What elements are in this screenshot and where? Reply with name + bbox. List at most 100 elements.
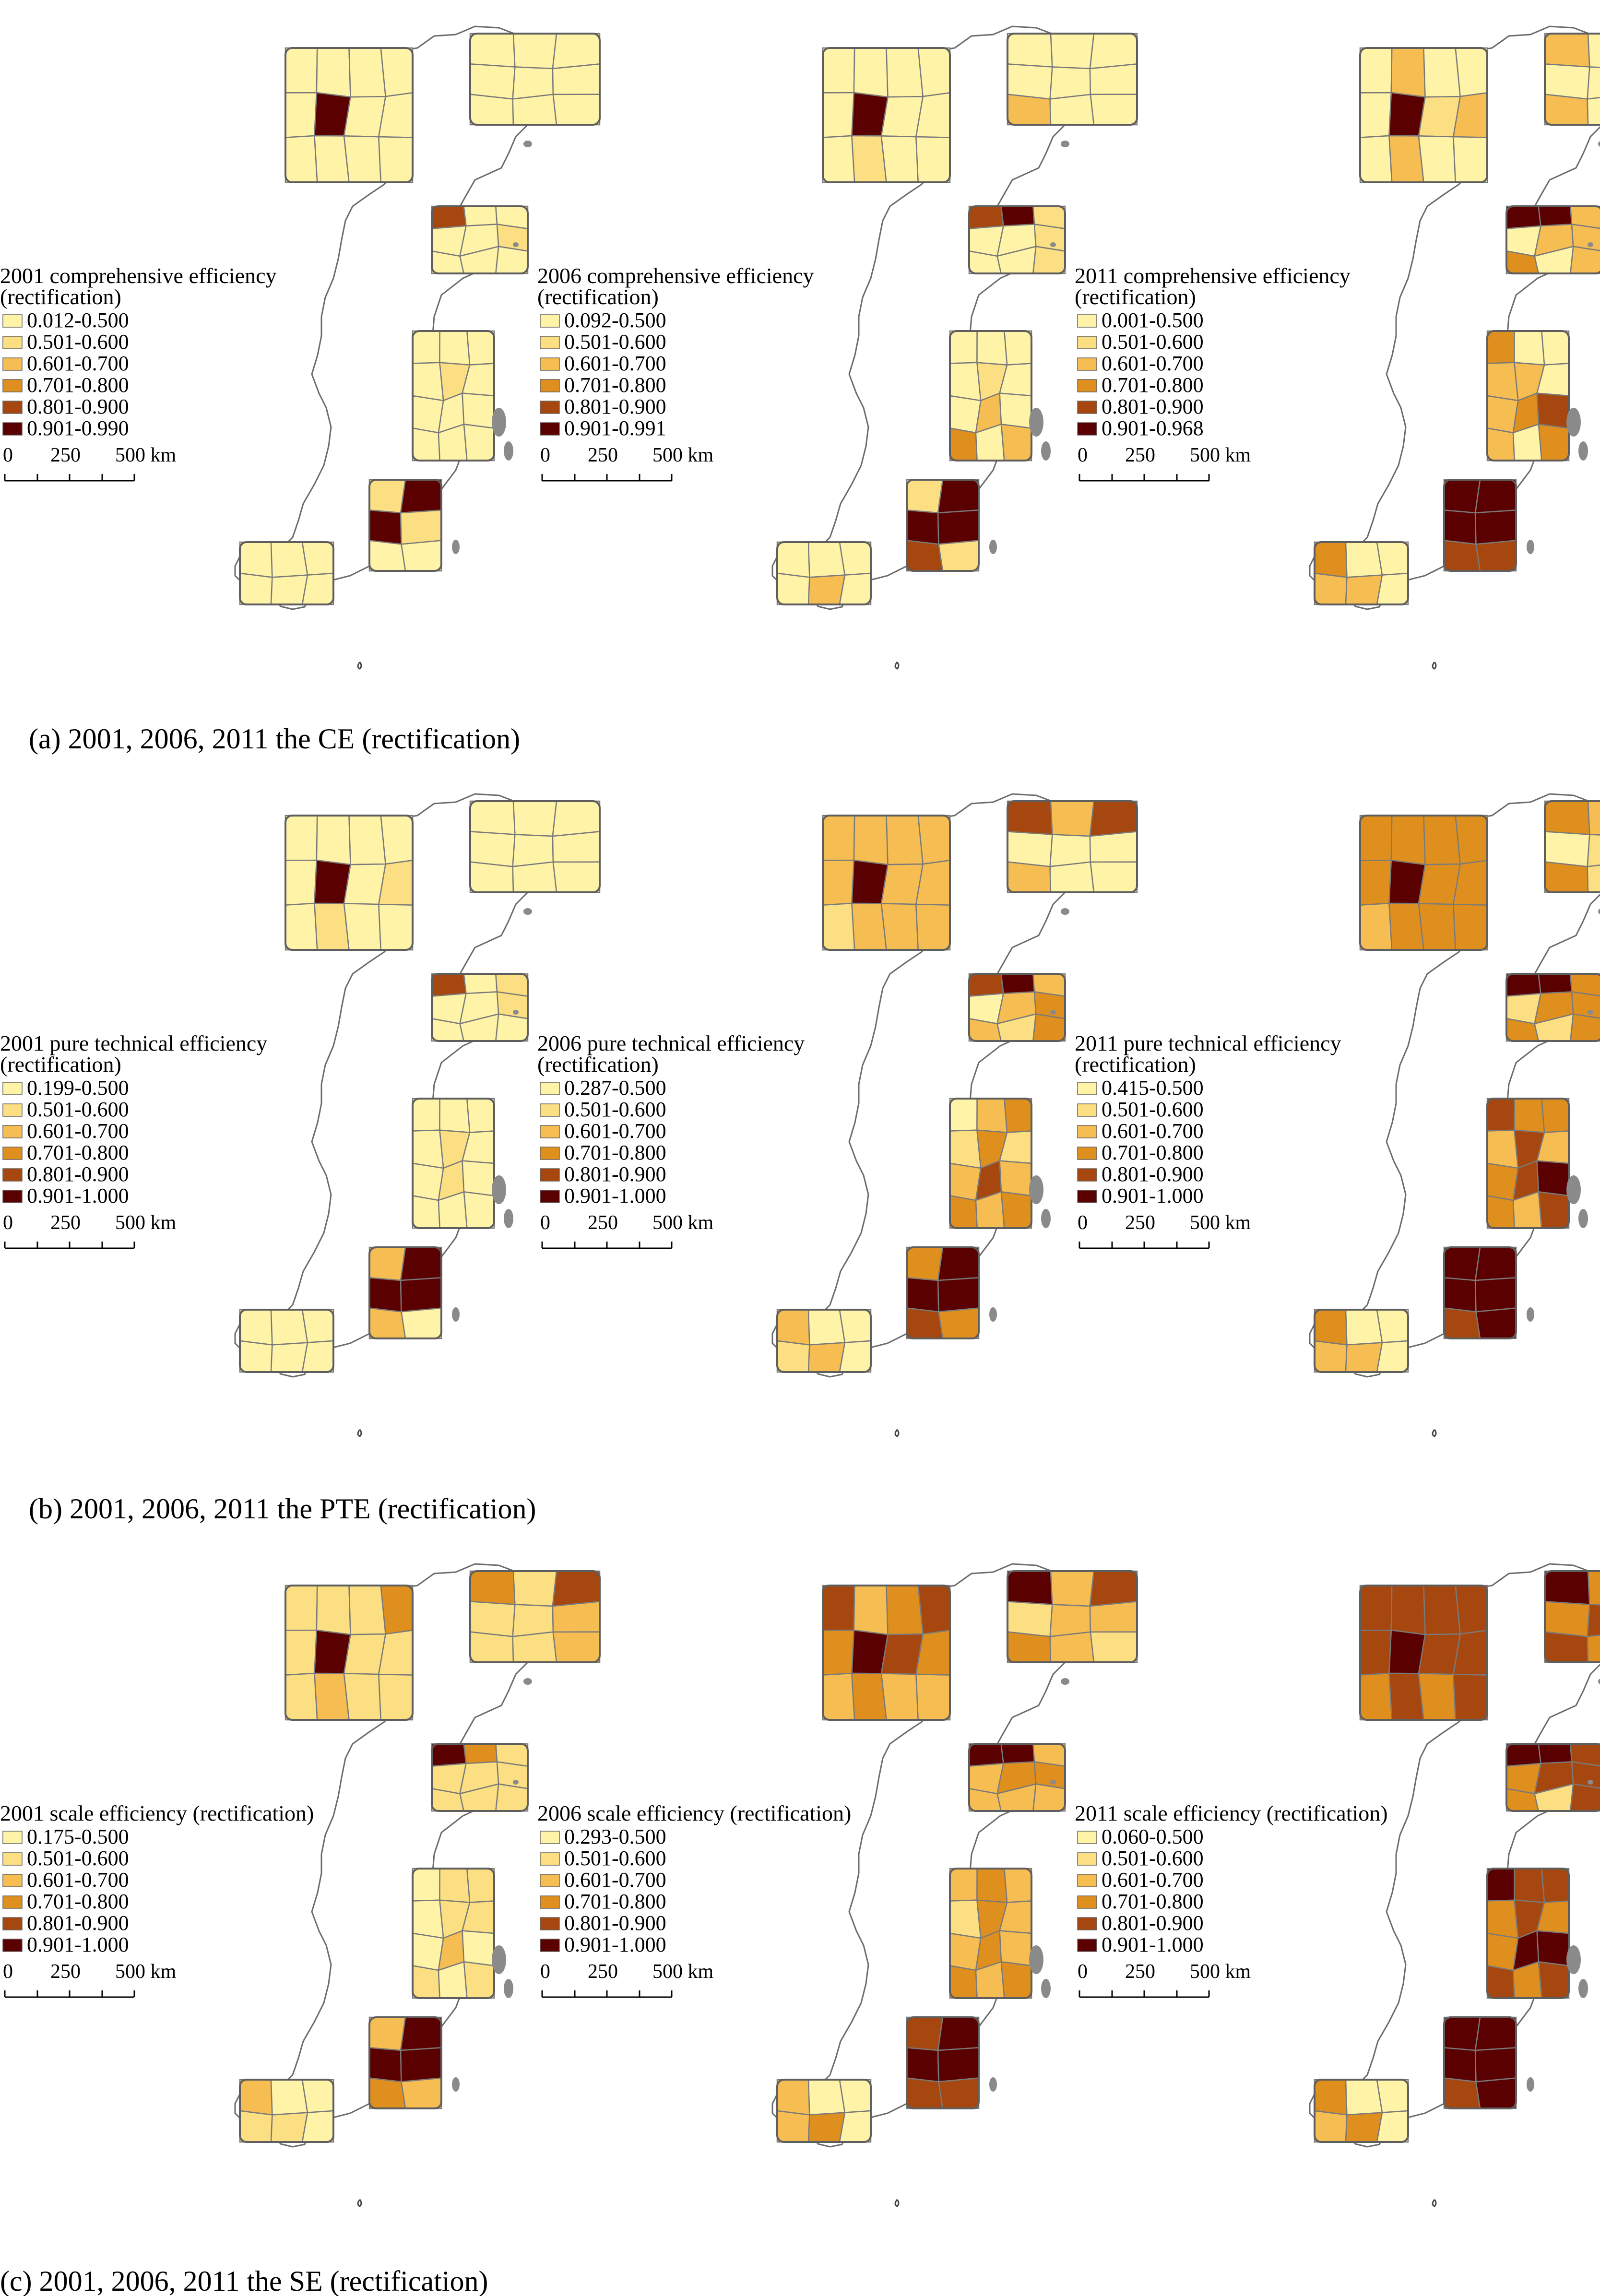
region-liaoning <box>1090 1631 1138 1663</box>
region-north <box>1455 47 1488 97</box>
island-shape <box>1566 1945 1581 1974</box>
region-jiangsu-zhejiang-shanghai <box>439 1868 471 1904</box>
region-jiangsu-zhejiang-shanghai <box>1000 1191 1032 1229</box>
region-north <box>822 47 855 94</box>
region-jiangsu-zhejiang-shanghai <box>463 1961 495 1999</box>
region-jiangsu-zhejiang-shanghai <box>412 1195 440 1229</box>
region-jiangsu-zhejiang-shanghai <box>412 330 440 364</box>
province-boundary <box>1359 815 1488 951</box>
province-boundary <box>1486 330 1570 462</box>
region-north <box>851 135 887 183</box>
region-fujian <box>906 1246 944 1281</box>
scale-label: 500 km <box>115 444 177 466</box>
province-boundary <box>431 205 529 274</box>
province-boundary <box>949 1868 1032 1999</box>
region-shandong <box>431 205 467 230</box>
legend-label: 0.501-0.600 <box>564 1098 666 1121</box>
region-fujian <box>1474 1277 1517 1313</box>
legend-swatch <box>2 379 23 392</box>
region-liaoning <box>1587 97 1600 126</box>
region-guangdong <box>839 1340 872 1373</box>
island-shape <box>492 408 506 437</box>
legend-swatch <box>540 1874 560 1887</box>
region-liaoning <box>1007 63 1053 100</box>
region-jiangsu-zhejiang-shanghai <box>949 1195 978 1229</box>
region-liaoning <box>552 94 601 126</box>
province-boundary <box>469 800 601 893</box>
region-guangdong <box>239 1309 273 1346</box>
region-jiangsu-zhejiang-shanghai <box>949 330 978 364</box>
island-shape <box>1041 1209 1051 1228</box>
province-boundary <box>1505 1743 1600 1812</box>
region-fujian <box>1475 1307 1517 1339</box>
province-boundary <box>1359 1585 1488 1721</box>
region-north <box>343 1673 382 1721</box>
region-shandong <box>1000 205 1035 227</box>
region-liaoning <box>1544 1570 1590 1605</box>
choropleth-map <box>234 25 601 670</box>
region-guangdong <box>1345 2112 1383 2143</box>
island-shape <box>452 1307 460 1322</box>
region-liaoning <box>512 861 557 893</box>
scale-bar: 0 250 500 km <box>1078 1212 1251 1249</box>
legend-label: 0.801-0.900 <box>564 1162 666 1186</box>
province-boundary <box>239 1309 334 1373</box>
legend-swatch <box>540 379 560 392</box>
region-north <box>316 47 351 98</box>
region-north <box>822 902 855 951</box>
region-north <box>822 135 855 183</box>
region-shandong <box>1569 246 1600 274</box>
legend-label: 0.801-0.900 <box>564 1911 666 1935</box>
region-fujian <box>400 1277 442 1313</box>
legend-title: (rectification) <box>1075 1052 1196 1077</box>
region-fujian <box>400 509 442 545</box>
scale-label: 500 km <box>1190 1961 1251 1983</box>
region-guangdong <box>270 1342 308 1373</box>
region-guangdong <box>776 2110 810 2143</box>
legend-swatch <box>2 401 23 414</box>
region-north <box>316 1585 351 1635</box>
scale-label: 250 <box>50 1212 81 1234</box>
region-fujian <box>368 1307 406 1339</box>
region-north <box>1359 815 1393 861</box>
region-jiangsu-zhejiang-shanghai <box>1486 1965 1515 1999</box>
province-boundary <box>1505 973 1600 1042</box>
region-liaoning <box>552 1600 601 1633</box>
province-boundary <box>431 973 529 1042</box>
region-north <box>1359 902 1393 951</box>
region-jiangsu-zhejiang-shanghai <box>463 423 495 462</box>
region-guangdong <box>1314 541 1348 578</box>
region-fujian <box>906 2016 944 2051</box>
region-shandong <box>1538 1743 1573 1764</box>
island-shape <box>1598 1679 1600 1684</box>
island-shape <box>513 1780 519 1785</box>
province-boundary <box>412 1098 495 1229</box>
region-shandong <box>1505 205 1541 230</box>
legend: 2001 scale efficiency (rectification)0.1… <box>0 1801 314 1956</box>
scale-label: 250 <box>588 1212 618 1234</box>
legend-title: (rectification) <box>537 1052 659 1077</box>
province-boundary <box>822 1585 951 1721</box>
map-panel-0-1: 2006 comprehensive efficiency(rectificat… <box>537 25 1138 670</box>
region-jiangsu-zhejiang-shanghai <box>412 1899 444 1939</box>
region-fujian <box>938 540 980 572</box>
region-north <box>343 135 382 183</box>
region-liaoning <box>469 63 516 100</box>
region-north <box>284 1672 318 1721</box>
legend-label: 0.501-0.600 <box>1102 1098 1204 1121</box>
region-fujian <box>937 1246 980 1281</box>
region-guangdong <box>301 1340 334 1373</box>
region-liaoning <box>1007 1600 1053 1637</box>
region-liaoning <box>1544 1600 1590 1637</box>
province-boundary <box>469 33 601 126</box>
map-panel-0-0: 2001 comprehensive efficiency(rectificat… <box>0 25 601 670</box>
legend-label: 0.287-0.500 <box>564 1076 666 1100</box>
region-shandong <box>1538 205 1573 227</box>
region-jiangsu-zhejiang-shanghai <box>1514 1868 1545 1904</box>
south-islands-mark <box>894 662 900 670</box>
province-boundary <box>1359 47 1488 183</box>
region-liaoning <box>1049 94 1095 126</box>
region-fujian <box>906 1307 944 1339</box>
region-guangdong <box>1345 2079 1383 2116</box>
legend-label: 0.701-0.800 <box>27 373 129 397</box>
